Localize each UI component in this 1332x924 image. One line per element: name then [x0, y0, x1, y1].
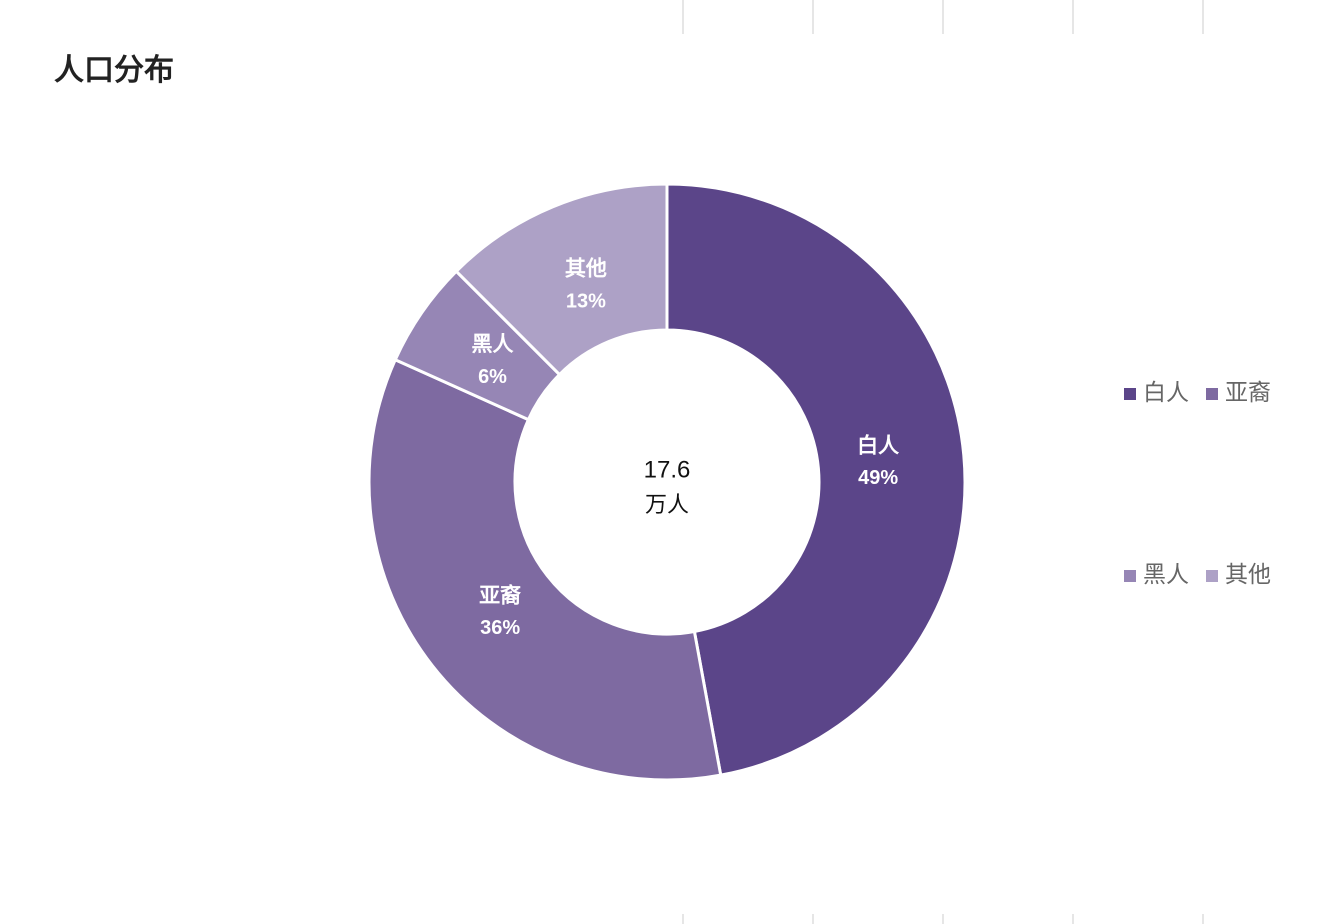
- slice-label: 黑人: [472, 333, 514, 356]
- center-total: 17.6: [644, 456, 691, 483]
- legend-label: 亚裔: [1225, 379, 1271, 405]
- slice-label: 白人: [857, 433, 899, 457]
- legend-label: 其他: [1225, 561, 1271, 587]
- legend-swatch: [1206, 570, 1218, 582]
- center-unit: 万人: [645, 492, 689, 517]
- slice-value: 13%: [566, 290, 606, 312]
- legend-label: 黑人: [1143, 561, 1189, 587]
- chart-title: 人口分布: [54, 54, 174, 87]
- slice: [454, 182, 669, 377]
- slice-label: 亚裔: [479, 583, 521, 607]
- slice-label: 其他: [565, 257, 607, 281]
- slice: [367, 357, 723, 782]
- slice-value: 6%: [478, 366, 507, 388]
- decoration: [682, 0, 1204, 924]
- legend-swatch: [1206, 388, 1218, 400]
- slice-value: 49%: [858, 467, 898, 489]
- legend-label: 白人: [1143, 379, 1189, 405]
- legend-swatch: [1124, 570, 1136, 582]
- slice-value: 36%: [480, 617, 520, 639]
- legend-swatch: [1124, 388, 1136, 400]
- slice: [665, 182, 967, 777]
